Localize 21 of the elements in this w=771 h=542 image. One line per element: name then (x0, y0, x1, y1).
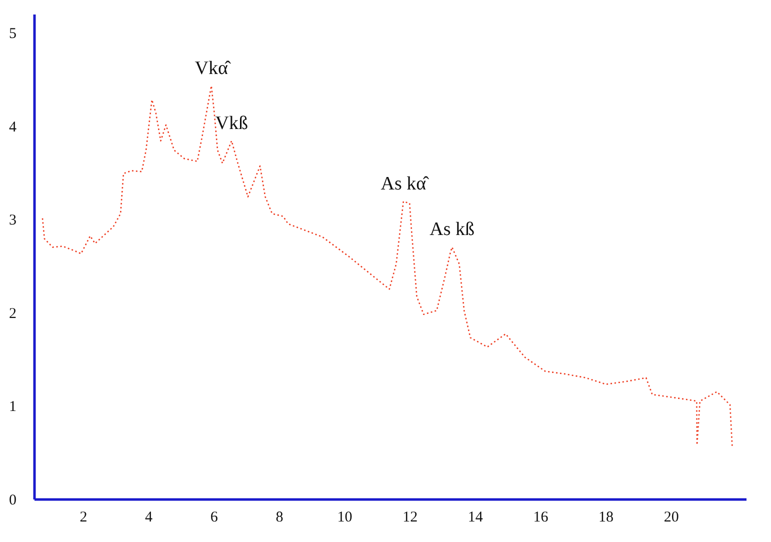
x-tick-label: 2 (80, 510, 88, 526)
annotation: As kß (430, 219, 474, 240)
x-tick-label: 16 (533, 510, 549, 526)
y-tick-label: 5 (9, 26, 16, 42)
x-tick-label: 6 (210, 510, 218, 526)
x-tick-label: 12 (402, 510, 418, 526)
y-tick-label: 4 (9, 119, 17, 136)
x-tick-label: 4 (145, 510, 154, 526)
annotation: Vkα̂ (194, 58, 231, 79)
annotation: As kα̂ (380, 173, 430, 194)
line-series (42, 85, 733, 448)
x-tick-label: 8 (276, 510, 284, 526)
x-tick-label: 14 (468, 510, 484, 526)
y-tick-label: 0 (9, 492, 16, 508)
y-tick-label: 1 (9, 399, 16, 416)
y-tick-label: 2 (9, 306, 16, 322)
y-tick-label: 3 (9, 212, 16, 229)
x-tick-label: 18 (598, 510, 614, 526)
x-tick-label: 20 (664, 510, 679, 526)
x-tick-label: 10 (337, 510, 352, 526)
annotation: Vkß (215, 112, 248, 134)
